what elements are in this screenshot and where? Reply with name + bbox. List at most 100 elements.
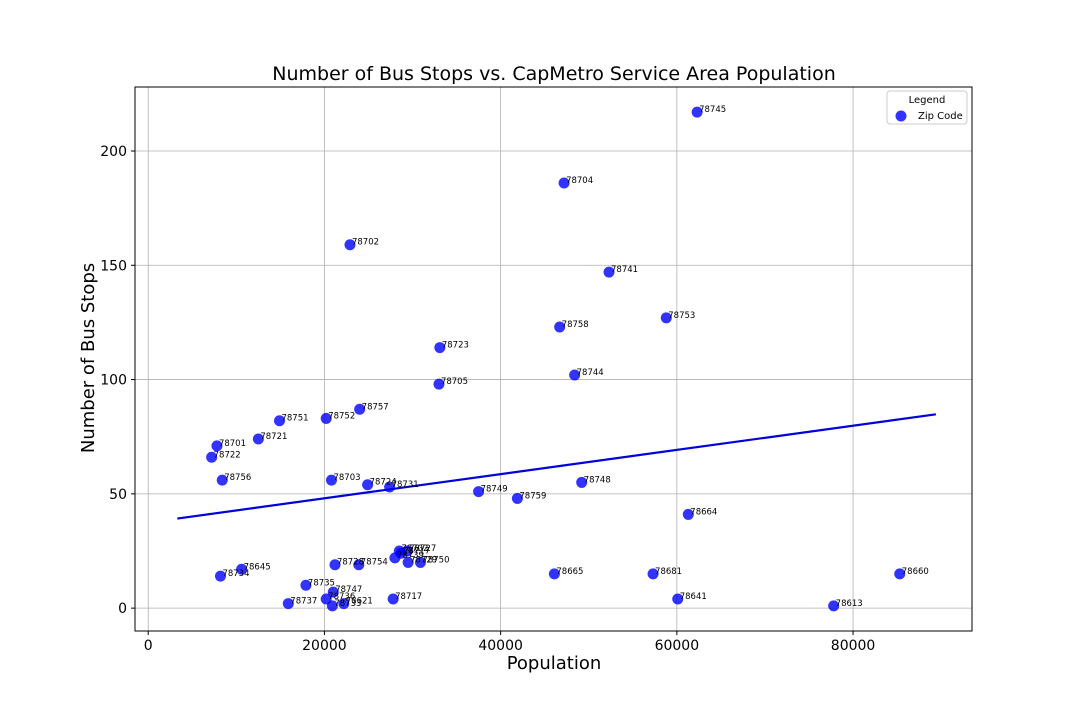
- point-label: 78665: [556, 567, 583, 577]
- scatter-point: [433, 378, 445, 390]
- scatter-point: [402, 556, 414, 568]
- chart-title: Number of Bus Stops vs. CapMetro Service…: [272, 63, 836, 85]
- point-label: 78737: [290, 597, 317, 607]
- scatter-point: [338, 598, 350, 610]
- scatter-point: [576, 476, 588, 488]
- y-axis-ticks: 0 50 100 150 200: [100, 144, 135, 617]
- point-label: 78722: [214, 450, 241, 460]
- x-axis-ticks: 0 20000 40000 60000 80000: [144, 631, 876, 654]
- y-tick-label: 150: [100, 258, 127, 274]
- point-label: 78745: [699, 105, 726, 115]
- y-tick-label: 200: [100, 144, 127, 160]
- legend: Legend Zip Code: [886, 90, 968, 125]
- scatter-point: [414, 556, 426, 568]
- scatter-point: [362, 479, 374, 491]
- point-label: 78621: [346, 597, 373, 607]
- scatter-point: [282, 598, 294, 610]
- point-label: 78705: [441, 377, 468, 387]
- point-label: 78681: [655, 567, 682, 577]
- point-label: 78735: [308, 578, 335, 588]
- scatter-point: [473, 486, 485, 498]
- scatter-point: [236, 563, 248, 575]
- point-label: 78756: [224, 473, 251, 483]
- point-label: 78757: [362, 402, 389, 412]
- grid-lines: [135, 87, 972, 631]
- scatter-point: [320, 412, 332, 424]
- point-label: 78660: [902, 567, 929, 577]
- scatter-point: [300, 579, 312, 591]
- scatter-point: [558, 177, 570, 189]
- legend-title: Legend: [909, 95, 946, 106]
- point-label: 78739: [397, 551, 424, 561]
- point-label: 78701: [219, 439, 246, 449]
- scatter-point: [647, 568, 659, 580]
- points-layer: [206, 106, 906, 612]
- point-label: 78702: [401, 544, 428, 554]
- scatter-point: [894, 568, 906, 580]
- point-label: 78723: [442, 341, 469, 351]
- point-label: 78703: [333, 473, 360, 483]
- point-label: 78721: [260, 432, 287, 442]
- point-label: 78748: [584, 475, 611, 485]
- x-tick-label: 80000: [831, 638, 876, 654]
- point-label: 78749: [481, 485, 508, 495]
- point-label: 78752: [328, 411, 355, 421]
- scatter-point: [326, 600, 338, 612]
- scatter-point: [511, 492, 523, 504]
- point-label: 78736: [328, 592, 355, 602]
- point-label: 78664: [690, 507, 717, 517]
- scatter-point: [569, 369, 581, 381]
- trendline: [177, 413, 937, 520]
- point-label: 78729: [410, 555, 437, 565]
- point-label: 78702: [352, 238, 379, 248]
- point-label: 78750: [422, 555, 449, 565]
- point-label: 78741: [611, 265, 638, 275]
- legend-marker: [895, 110, 907, 122]
- x-axis-title: Population: [507, 653, 602, 674]
- point-label: 78613: [836, 599, 863, 609]
- x-tick-label: 40000: [478, 638, 523, 654]
- scatter-point: [211, 440, 223, 452]
- scatter-point: [353, 559, 365, 571]
- scatter-point: [828, 600, 840, 612]
- scatter-point: [354, 403, 366, 415]
- point-label: 78747: [335, 585, 362, 595]
- scatter-point: [434, 342, 446, 354]
- x-tick-label: 60000: [655, 638, 700, 654]
- scatter-point: [214, 570, 226, 582]
- point-label: 78731: [392, 480, 419, 490]
- point-label: 78733: [334, 599, 361, 609]
- scatter-point: [327, 586, 339, 598]
- point-label: 78717: [403, 546, 430, 556]
- point-label: 78645: [244, 562, 271, 572]
- x-tick-label: 0: [144, 638, 153, 654]
- point-label: 78734: [222, 569, 249, 579]
- point-label: 78728: [337, 558, 364, 568]
- y-tick-label: 50: [109, 487, 127, 503]
- point-label: 78724: [370, 478, 397, 488]
- point-labels-layer: 78745 78704 78702 78741 78753 78758 78723 78744…: [214, 105, 929, 609]
- point-label: 78744: [577, 368, 604, 378]
- scatter-point: [206, 451, 218, 463]
- scatter-point: [603, 266, 615, 278]
- scatter-point: [252, 433, 264, 445]
- point-label: 78754: [361, 558, 388, 568]
- legend-entry-zip-code: Zip Code: [918, 111, 963, 122]
- scatter-point: [325, 474, 337, 486]
- x-tick-label: 20000: [302, 638, 347, 654]
- scatter-point: [691, 106, 703, 118]
- y-axis-title: Number of Bus Stops: [78, 263, 99, 453]
- y-tick-label: 0: [118, 601, 127, 617]
- scatter-point: [660, 312, 672, 324]
- point-label: 78751: [281, 414, 308, 424]
- point-label: 78727: [409, 544, 436, 554]
- scatter-point: [273, 415, 285, 427]
- scatter-point: [387, 593, 399, 605]
- scatter-point: [216, 474, 228, 486]
- y-tick-label: 100: [100, 373, 127, 389]
- scatter-point: [384, 481, 396, 493]
- scatter-point: [389, 552, 401, 564]
- scatter-point: [344, 239, 356, 251]
- point-label: 78753: [668, 311, 695, 321]
